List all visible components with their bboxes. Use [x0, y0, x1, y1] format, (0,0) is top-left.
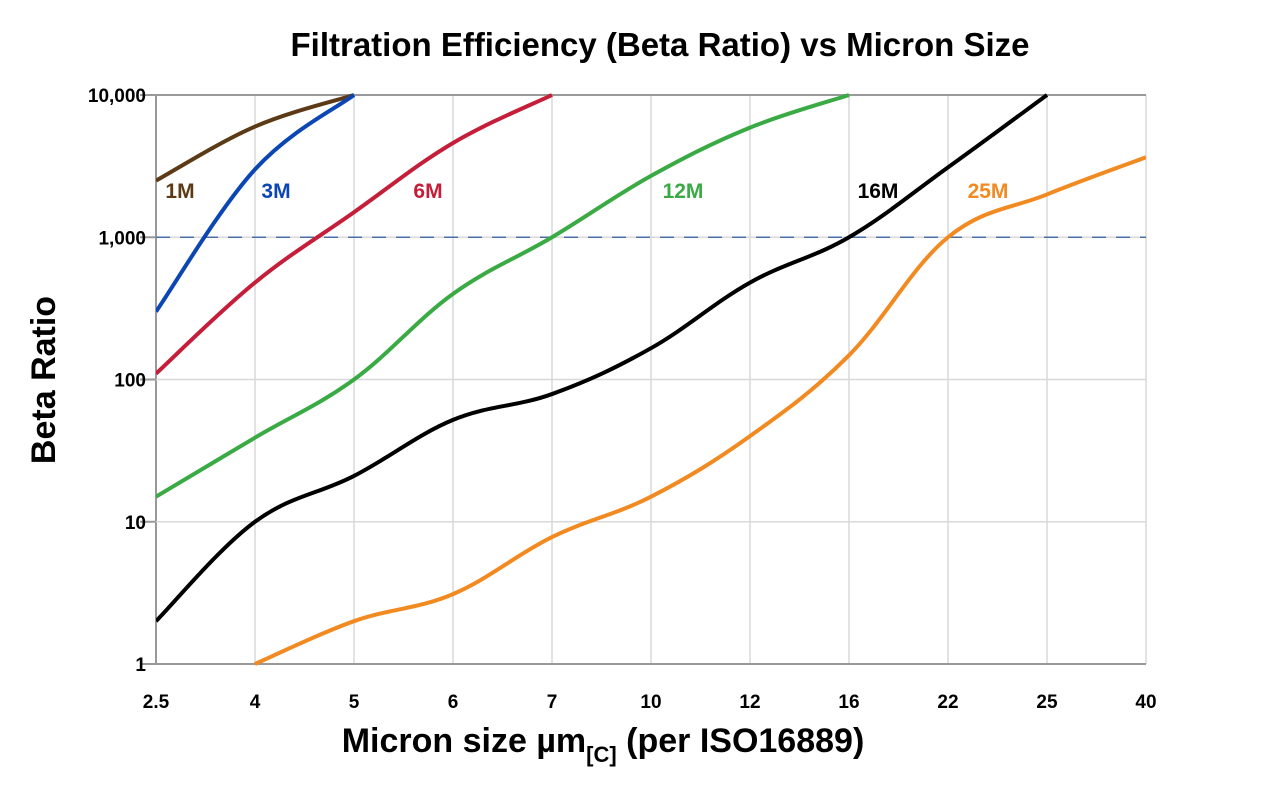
chart-title: Filtration Efficiency (Beta Ratio) vs Mi…: [291, 26, 1030, 63]
x-tick-label: 25: [1036, 692, 1058, 713]
series-line-6M: [156, 93, 553, 376]
series-label-16M: 16M: [858, 180, 899, 203]
y-tick-label: 1: [135, 655, 146, 676]
series-label-25M: 25M: [968, 180, 1009, 203]
series-group: [156, 93, 1146, 666]
x-axis-label-tail: (per ISO16889): [617, 722, 865, 760]
x-axis-label-subscript: [C]: [586, 742, 617, 767]
x-tick-label: 16: [838, 692, 859, 713]
series-label-1M: 1M: [165, 180, 194, 203]
y-tick-label: 10: [125, 513, 146, 534]
series-label-3M: 3M: [261, 180, 290, 203]
y-tick-label: 10,000: [88, 86, 146, 107]
x-axis-label: Micron size µm[C] (per ISO16889): [342, 722, 865, 767]
series-line-3M: [156, 93, 356, 313]
ticks: 2.5 4 5 6 7 10 12 16 22 25 40 1 10 100 1,000 10,000: [88, 86, 1157, 713]
series-line-12M: [156, 93, 850, 499]
x-tick-label: 22: [937, 692, 958, 713]
x-tick-label: 5: [349, 692, 360, 713]
x-tick-label: 12: [739, 692, 760, 713]
grid: [140, 94, 1147, 665]
series-line-16M: [156, 93, 1049, 623]
x-tick-label: 7: [547, 692, 558, 713]
x-tick-label: 40: [1135, 692, 1156, 713]
x-tick-label: 6: [448, 692, 459, 713]
x-tick-label: 4: [250, 692, 261, 713]
series-label-12M: 12M: [663, 180, 704, 203]
x-axis-label-main: Micron size µm: [342, 722, 586, 760]
series-line-25M: [254, 155, 1146, 666]
series-line-1M: [156, 93, 355, 183]
series-labels: 1M 3M 6M 12M 16M 25M: [165, 180, 1008, 203]
y-axis-label: Beta Ratio: [25, 296, 63, 464]
series-label-6M: 6M: [413, 180, 442, 203]
y-tick-label: 1,000: [98, 228, 146, 249]
x-tick-label: 10: [640, 692, 661, 713]
x-tick-label: 2.5: [143, 692, 170, 713]
y-tick-label: 100: [114, 371, 146, 392]
